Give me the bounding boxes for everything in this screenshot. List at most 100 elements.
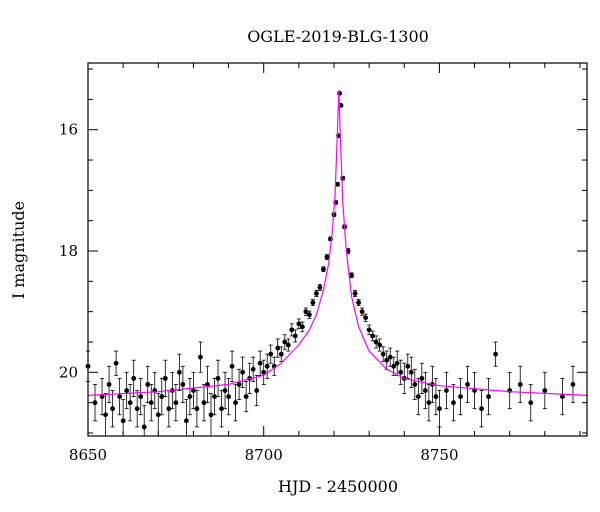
data-point	[222, 371, 228, 410]
marker	[444, 388, 449, 393]
data-point	[335, 181, 340, 187]
data-point	[363, 313, 369, 322]
data-point	[570, 365, 576, 404]
marker	[155, 412, 161, 418]
marker	[352, 291, 358, 296]
data-point	[472, 371, 477, 410]
marker	[162, 375, 168, 381]
marker	[289, 327, 295, 333]
data-point	[458, 377, 463, 416]
x-tick-label: 8650	[69, 446, 107, 464]
marker	[198, 354, 203, 360]
marker	[257, 360, 263, 366]
marker	[422, 388, 428, 393]
data-point	[359, 307, 365, 316]
marker	[180, 382, 186, 387]
marker	[398, 369, 404, 375]
marker	[99, 394, 105, 399]
marker	[310, 300, 316, 305]
data-point	[314, 290, 319, 297]
data-point	[560, 377, 565, 416]
data-point	[542, 371, 548, 410]
data-point	[310, 299, 316, 307]
data-point	[103, 393, 108, 437]
marker	[117, 394, 123, 399]
data-point	[349, 272, 354, 279]
marker	[349, 272, 354, 278]
marker	[106, 382, 112, 387]
data-point	[356, 299, 361, 307]
marker	[159, 394, 165, 399]
marker	[176, 369, 182, 375]
marker	[465, 382, 470, 387]
data-point	[212, 377, 217, 416]
marker	[187, 394, 193, 399]
data-point	[380, 346, 386, 362]
x-tick-label: 8750	[420, 446, 458, 464]
x-axis-label: HJD - 2450000	[278, 477, 398, 496]
marker	[264, 363, 270, 369]
marker	[405, 363, 411, 369]
marker	[212, 394, 217, 399]
marker	[120, 418, 126, 424]
marker	[183, 418, 189, 424]
marker	[254, 388, 260, 393]
data-point	[340, 175, 346, 181]
marker	[222, 388, 228, 393]
data-point	[517, 365, 523, 404]
marker	[145, 382, 151, 387]
marker	[363, 315, 369, 321]
data-point	[299, 321, 305, 333]
data-point	[134, 390, 140, 428]
marker	[528, 400, 534, 406]
data-point	[183, 399, 189, 437]
marker	[314, 291, 319, 296]
data-point	[243, 381, 249, 413]
marker	[138, 394, 144, 399]
marker	[110, 406, 115, 412]
y-tick-label: 16	[59, 121, 78, 139]
marker	[437, 406, 442, 412]
data-point	[254, 374, 260, 407]
data-point	[106, 365, 112, 404]
marker	[148, 400, 154, 406]
data-point	[285, 338, 291, 352]
data-point	[127, 384, 133, 422]
data-point	[198, 341, 203, 373]
marker	[285, 342, 291, 348]
marker	[458, 394, 463, 399]
marker	[275, 345, 281, 351]
marker	[415, 394, 421, 399]
data-point	[296, 318, 302, 330]
data-point	[444, 371, 449, 410]
data-point	[145, 365, 151, 404]
marker	[380, 351, 386, 357]
data-point	[205, 365, 210, 404]
marker	[92, 400, 98, 406]
data-point	[306, 310, 312, 319]
marker	[243, 394, 249, 399]
model-curve	[87, 90, 588, 396]
data-point	[479, 390, 484, 428]
marker	[340, 175, 346, 181]
y-tick-label: 18	[59, 242, 78, 260]
marker	[542, 388, 548, 393]
data-point	[422, 371, 428, 410]
data-point	[141, 405, 147, 437]
marker	[299, 324, 305, 330]
marker	[127, 400, 133, 406]
marker	[131, 375, 137, 381]
marker	[236, 382, 242, 387]
marker	[141, 424, 147, 430]
marker	[208, 412, 214, 418]
axis-ticks: 8650 8700 8750 16 18 20	[59, 63, 587, 464]
marker	[278, 351, 284, 357]
marker	[124, 388, 130, 393]
marker	[173, 400, 179, 406]
marker	[292, 333, 298, 339]
data-point	[261, 359, 267, 385]
data-point	[317, 283, 323, 291]
marker	[356, 300, 361, 305]
marker	[479, 406, 484, 412]
